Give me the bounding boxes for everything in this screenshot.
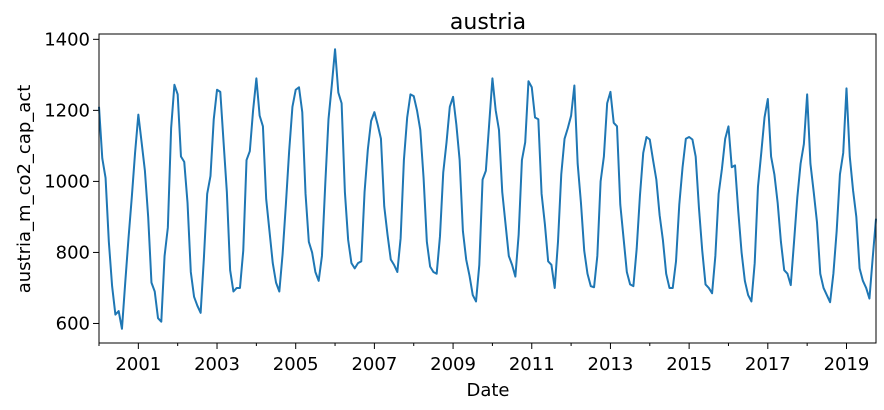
x-axis-ticks: 2001 2003 2005 2007 2009 2011 2013 2015 2017 2019 <box>115 343 869 375</box>
y-tick-label: 800 <box>56 242 90 263</box>
x-tick-label: 2003 <box>194 354 240 375</box>
data-points <box>98 49 877 329</box>
x-tick-label: 2007 <box>351 354 397 375</box>
x-tick-label: 2001 <box>115 354 161 375</box>
y-axis-ticks: 600 800 1000 1200 1400 <box>44 29 99 334</box>
x-tick-label: 2019 <box>824 354 870 375</box>
x-tick-label: 2009 <box>430 354 476 375</box>
chart-title: austria <box>450 10 526 35</box>
y-tick-label: 600 <box>56 313 90 334</box>
x-tick-label: 2015 <box>666 354 712 375</box>
x-tick-label: 2005 <box>273 354 319 375</box>
x-tick-label: 2017 <box>745 354 791 375</box>
x-tick-label: 2013 <box>588 354 634 375</box>
x-tick-label: 2011 <box>509 354 555 375</box>
y-axis-label: austria_m_co2_cap_act <box>14 85 35 294</box>
y-tick-label: 1400 <box>44 29 90 50</box>
plot-frame <box>98 33 877 344</box>
series-line <box>98 48 877 330</box>
y-tick-label: 1200 <box>44 100 90 121</box>
x-axis-label: Date <box>466 380 509 401</box>
y-tick-label: 1000 <box>44 171 90 192</box>
